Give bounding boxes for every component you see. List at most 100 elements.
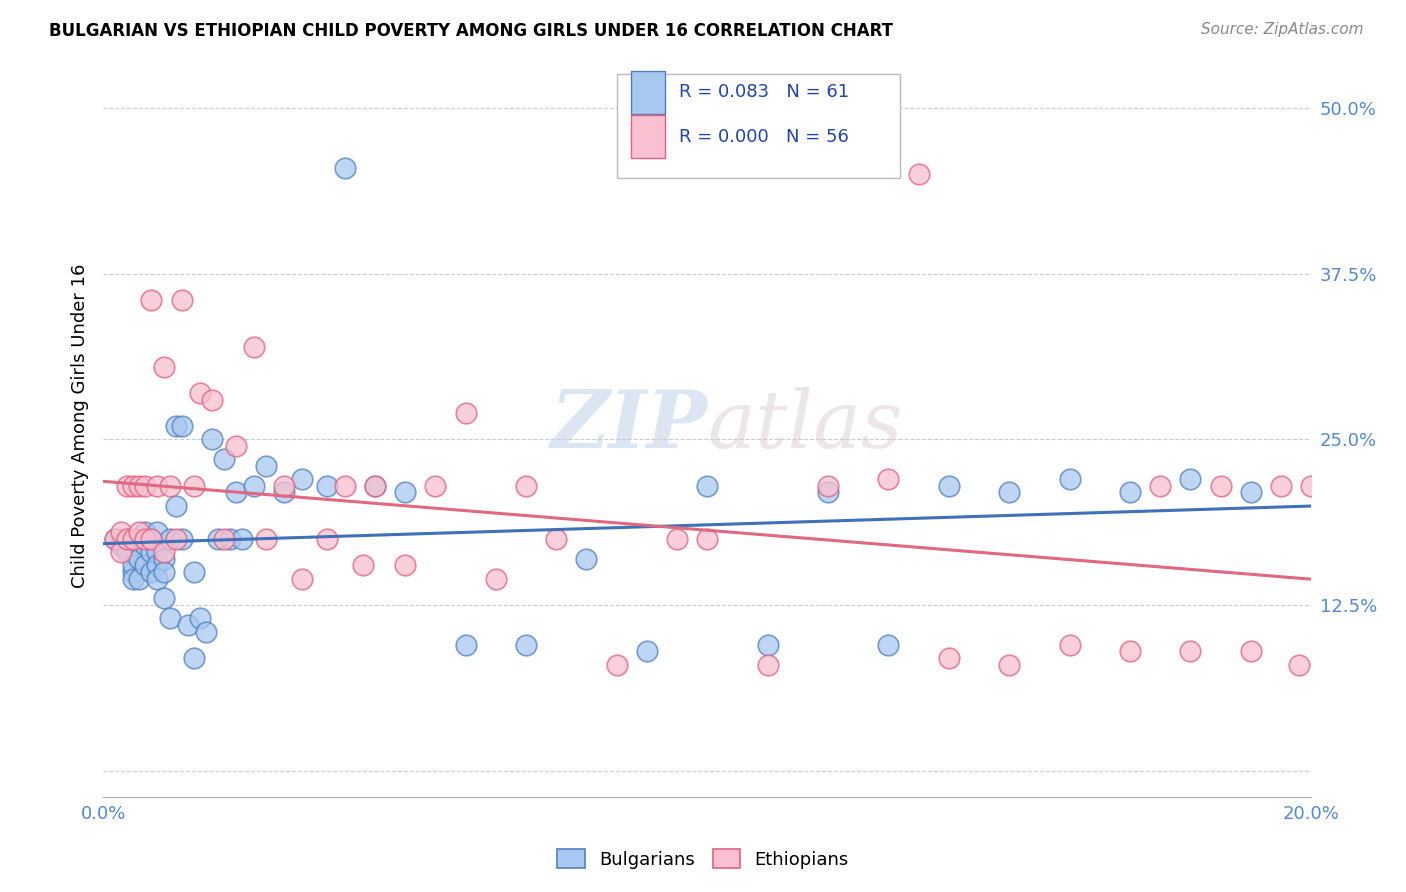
Point [128,525,150,540]
Point [188,611,211,625]
Point [315,532,337,546]
Point [201,433,224,447]
Point [877,472,900,486]
Point [104,532,127,546]
Point [110,538,132,552]
Point [134,558,156,573]
Text: R = 0.000   N = 56: R = 0.000 N = 56 [679,128,849,145]
Point [938,651,960,665]
Point [146,525,169,540]
Point [117,545,139,559]
Point [146,558,169,573]
Point [170,419,193,434]
Point [515,638,537,652]
Point [152,551,174,566]
Point [1209,479,1232,493]
Point [1240,644,1263,658]
Point [291,472,314,486]
Point [364,479,387,493]
Point [225,485,247,500]
Point [117,532,139,546]
Point [152,591,174,606]
Point [122,572,145,586]
Point [134,538,156,552]
Point [134,479,156,493]
Point [141,532,163,546]
Point [146,572,169,586]
Point [1301,479,1323,493]
Point [273,479,295,493]
Point [152,359,174,374]
Point [1270,479,1292,493]
Point [1119,644,1142,658]
Point [122,565,145,579]
Point [273,485,295,500]
Point [394,485,416,500]
Point [315,479,337,493]
FancyBboxPatch shape [631,115,665,158]
Point [1180,472,1202,486]
Point [183,479,205,493]
Point [134,525,156,540]
Point [159,532,181,546]
Point [188,386,211,401]
Point [575,551,598,566]
Text: R = 0.083   N = 61: R = 0.083 N = 61 [679,83,849,101]
Point [877,638,900,652]
Point [110,545,132,559]
Point [515,479,537,493]
Point [170,293,193,308]
Point [254,532,277,546]
Point [165,499,187,513]
Point [364,479,387,493]
Point [998,657,1021,672]
FancyBboxPatch shape [617,74,900,178]
Point [696,479,718,493]
Point [546,532,568,546]
Text: BULGARIAN VS ETHIOPIAN CHILD POVERTY AMONG GIRLS UNDER 16 CORRELATION CHART: BULGARIAN VS ETHIOPIAN CHILD POVERTY AMO… [49,22,893,40]
Y-axis label: Child Poverty Among Girls Under 16: Child Poverty Among Girls Under 16 [72,264,89,589]
Text: atlas: atlas [707,387,903,465]
Point [122,479,145,493]
Point [425,479,447,493]
Point [128,479,150,493]
Point [756,657,779,672]
Point [225,439,247,453]
Legend: Bulgarians, Ethiopians: Bulgarians, Ethiopians [550,842,856,876]
Point [141,293,163,308]
Point [159,611,181,625]
Point [122,558,145,573]
Point [243,340,266,354]
Point [146,545,169,559]
Point [254,458,277,473]
Point [128,572,150,586]
Point [394,558,416,573]
Text: ZIP: ZIP [550,387,707,465]
Point [212,532,235,546]
Point [1288,657,1310,672]
Point [201,392,224,407]
Point [907,168,929,182]
Point [117,532,139,546]
Point [1240,485,1263,500]
Point [176,618,198,632]
Point [333,479,356,493]
Point [454,638,477,652]
Point [207,532,229,546]
Point [485,572,508,586]
Point [212,452,235,467]
Point [165,419,187,434]
Point [170,532,193,546]
Point [159,479,181,493]
Point [104,532,127,546]
Point [696,532,718,546]
Point [665,532,688,546]
Point [1059,472,1081,486]
Point [117,479,139,493]
Point [817,485,839,500]
Point [606,657,628,672]
Point [1149,479,1171,493]
Point [194,624,217,639]
Point [231,532,253,546]
Point [152,565,174,579]
